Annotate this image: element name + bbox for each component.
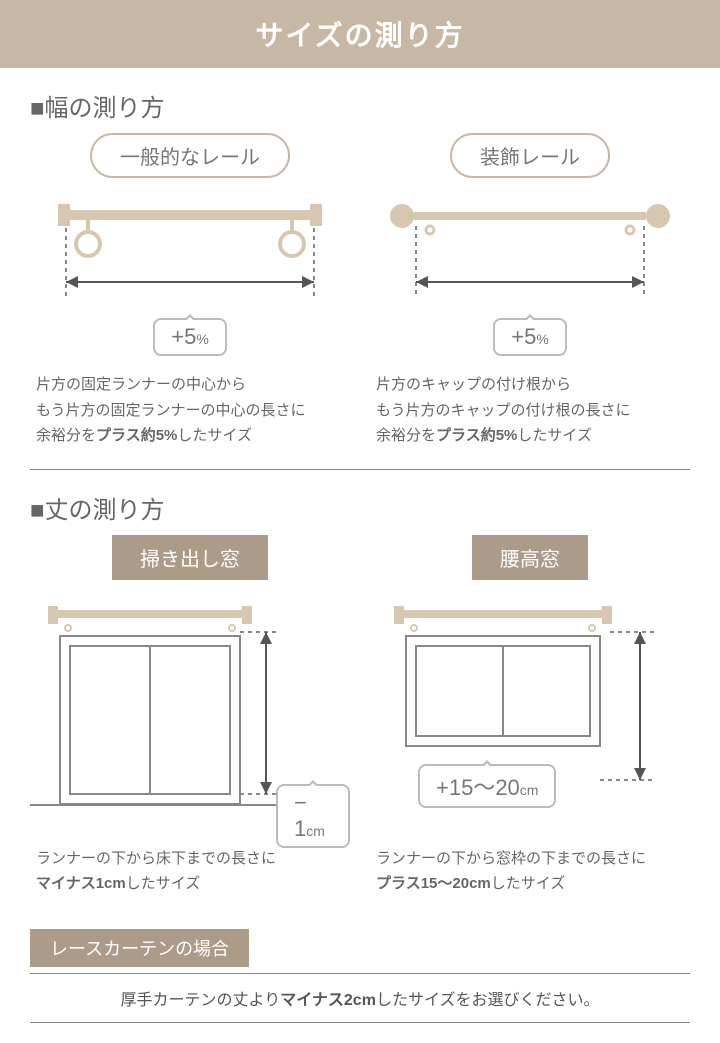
lace-note: 厚手カーテンの丈よりマイナス2cmしたサイズをお選びください。: [30, 973, 690, 1023]
height-waist-callout: +15〜20cm: [418, 764, 556, 808]
width-deco-col: 装飾レール +5% 片方のキャップの付け根からもう片方のキャ: [370, 133, 690, 469]
width-general-desc: 片方の固定ランナーの中心からもう片方の固定ランナーの中心の長さに余裕分をプラス約…: [30, 356, 350, 469]
page-title: サイズの測り方: [0, 0, 720, 68]
callout-unit: cm: [306, 823, 325, 839]
height-full-diagram: − 1cm: [30, 600, 350, 830]
callout-value: − 1: [294, 790, 307, 841]
width-general-col: 一般的なレール +5%: [30, 133, 350, 469]
callout-unit: %: [536, 331, 548, 347]
lace-label: レースカーテンの場合: [30, 929, 249, 967]
callout-value: +5: [511, 324, 536, 349]
callout-value: +15〜20: [436, 775, 520, 800]
height-waist-desc: ランナーの下から窓枠の下までの長さにプラス15〜20cmしたサイズ: [370, 830, 690, 917]
width-general-diagram: [40, 196, 340, 306]
height-row: 掃き出し窓: [0, 535, 720, 917]
width-heading: ■幅の測り方: [0, 68, 720, 133]
height-waist-col: 腰高窓 +15〜20cm: [370, 535, 690, 917]
callout-value: +5: [171, 324, 196, 349]
height-waist-diagram: +15〜20cm: [370, 600, 690, 830]
height-full-callout: − 1cm: [276, 784, 350, 848]
width-deco-callout: +5%: [493, 318, 567, 356]
callout-unit: cm: [520, 782, 539, 798]
width-row: 一般的なレール +5%: [0, 133, 720, 469]
height-heading: ■丈の測り方: [0, 470, 720, 535]
width-deco-desc: 片方のキャップの付け根からもう片方のキャップの付け根の長さに余裕分をプラス約5%…: [370, 356, 690, 469]
width-general-label: 一般的なレール: [90, 133, 290, 178]
width-general-callout: +5%: [153, 318, 227, 356]
height-full-label: 掃き出し窓: [112, 535, 268, 580]
height-full-col: 掃き出し窓: [30, 535, 350, 917]
callout-unit: %: [196, 331, 208, 347]
width-deco-label: 装飾レール: [450, 133, 610, 178]
height-waist-label: 腰高窓: [472, 535, 588, 580]
width-deco-diagram: [380, 196, 680, 306]
